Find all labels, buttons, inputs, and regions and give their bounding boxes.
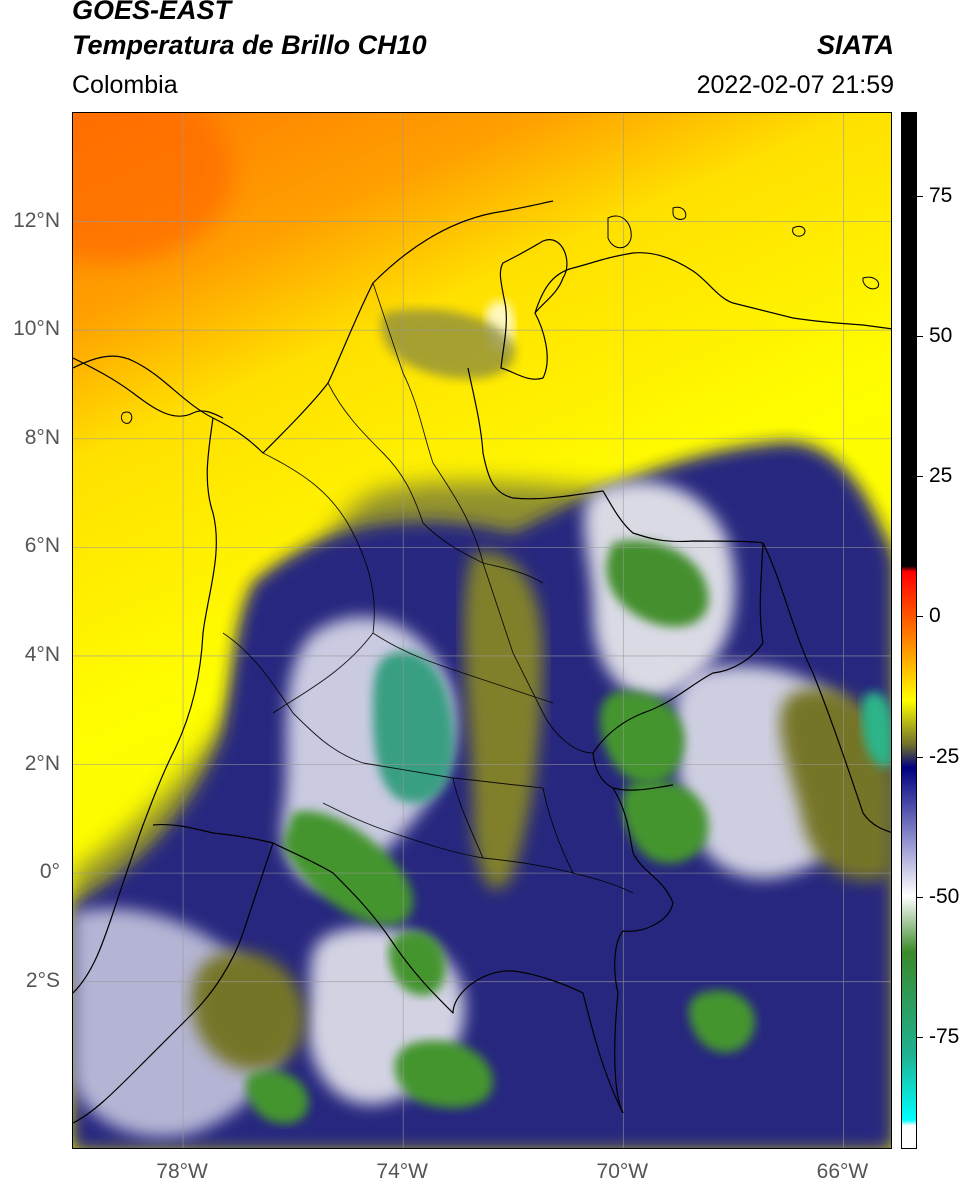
satellite-map[interactable] (72, 112, 892, 1149)
timestamp-label: 2022-02-07 21:59 (696, 71, 894, 99)
lat-tick-label: 8°N (24, 425, 60, 449)
colombia-ecuador-border (152, 823, 214, 834)
lat-tick-label: 4°N (24, 642, 60, 666)
panama-coast (73, 357, 224, 419)
lon-tick-label: 74°W (376, 1160, 428, 1183)
ecuador-peru-border (73, 842, 274, 1124)
colorbar-tick-mark (917, 196, 923, 198)
pacific-coast (73, 417, 217, 994)
colorbar-tick-mark (917, 476, 923, 478)
colorbar-tick-label: 50 (929, 324, 953, 348)
lat-tick-label: 10°N (13, 317, 60, 341)
lon-tick-label: 66°W (816, 1160, 869, 1183)
colorbar-tick-mark (917, 756, 923, 758)
brand-label: SIATA (817, 30, 894, 60)
lon-tick-label: 78°W (156, 1160, 208, 1183)
colorbar-tick-label: -75 (929, 1024, 960, 1048)
lat-tick-label: 6°N (24, 534, 60, 558)
colorbar (901, 112, 917, 1149)
department-borders (222, 282, 634, 894)
lat-tick-label: 0° (39, 860, 60, 884)
lat-tick-label: 12°N (13, 208, 60, 232)
map-image (73, 113, 891, 1148)
lat-tick-label: 2°N (24, 751, 60, 775)
colombia-peru-border (212, 832, 624, 1114)
colorbar-tick-label: -25 (929, 744, 960, 768)
lat-tick-label: 2°S (25, 968, 60, 992)
islands (120, 206, 880, 424)
warm-corner (73, 113, 233, 263)
colorbar-tick-label: 0 (929, 604, 941, 628)
country-borders (73, 200, 891, 1124)
satellite-title: GOES-EAST (72, 0, 232, 25)
product-title: Temperatura de Brillo CH10 (72, 30, 427, 60)
region-label: Colombia (72, 71, 178, 99)
colorbar-tick-label: -50 (929, 884, 960, 908)
lon-tick-label: 70°W (596, 1160, 649, 1183)
colorbar-tick-mark (917, 616, 923, 618)
venezuela-brazil-border (762, 542, 891, 833)
colombia-brazil-border (612, 787, 674, 1114)
coastline-caribbean (73, 200, 891, 454)
colorbar-tick-label: 25 (929, 464, 953, 488)
colorbar-tick-mark (917, 336, 923, 338)
colorbar-tick-mark (917, 896, 923, 898)
map-gridlines (73, 113, 891, 1148)
colorbar-tick-label: 75 (929, 184, 953, 208)
colorbar-tick-mark (917, 1036, 923, 1038)
